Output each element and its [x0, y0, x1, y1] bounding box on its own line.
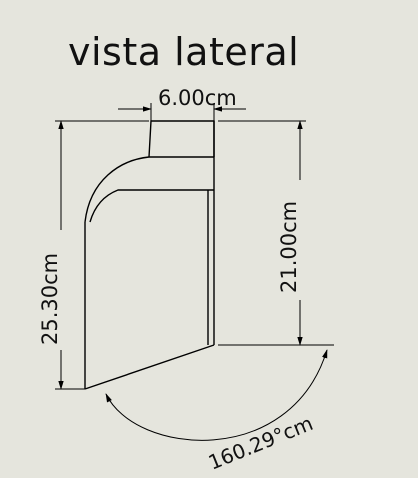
- side-view-outline: [84, 120, 215, 390]
- front-curve: [84, 156, 150, 223]
- inner-curve: [89, 189, 214, 223]
- slanted-base: [84, 344, 215, 390]
- dimension-left-height: [55, 120, 149, 390]
- dimension-right-height-label: 21.00cm: [277, 201, 301, 293]
- top-cap: [148, 120, 215, 158]
- dimension-top-width: [118, 103, 246, 121]
- drawing-title: vista lateral: [68, 30, 300, 74]
- dimension-angle: [105, 344, 334, 441]
- dimension-angle-label: 160.29°cm: [205, 411, 316, 475]
- dimension-left-height-label: 25.30cm: [38, 253, 62, 345]
- dimension-top-width-label: 6.00cm: [158, 86, 237, 110]
